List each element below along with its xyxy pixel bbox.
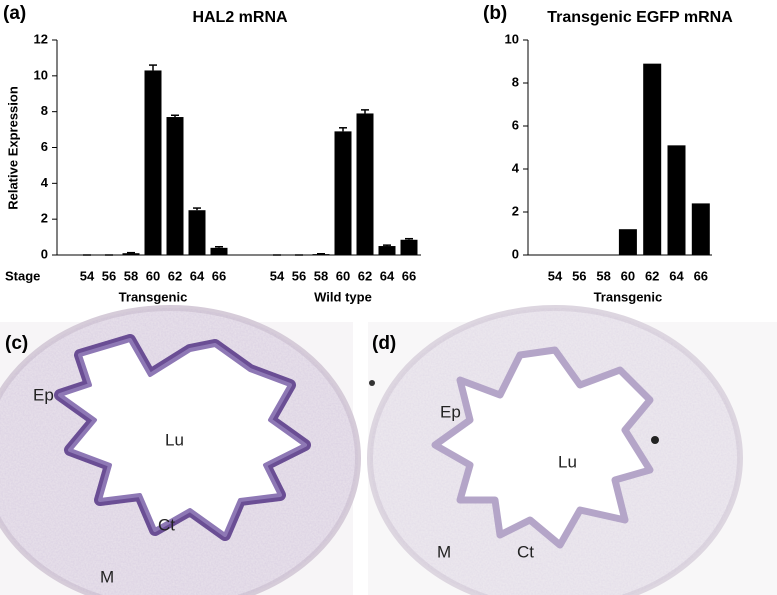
bar <box>188 210 206 255</box>
y-axis-label: Relative Expression <box>5 86 20 210</box>
y-tick-label: 4 <box>41 175 49 190</box>
y-tick-label: 0 <box>512 246 519 261</box>
group-label: Wild type <box>314 289 372 304</box>
region-label: Ct <box>158 515 175 534</box>
chart-title: Transgenic EGFP mRNA <box>547 9 733 26</box>
group-label: Transgenic <box>119 289 188 304</box>
y-tick-label: 2 <box>512 203 519 218</box>
x-tick-label: 54 <box>270 268 285 283</box>
region-label: M <box>437 542 451 561</box>
panel-label: (a) <box>3 3 26 24</box>
bar <box>210 247 228 255</box>
region-label: Lu <box>558 452 577 471</box>
x-tick-label: 66 <box>212 268 226 283</box>
x-tick-label: 66 <box>402 268 416 283</box>
y-tick-label: 10 <box>505 31 519 46</box>
x-tick-label: 64 <box>669 268 684 283</box>
micrograph-d <box>367 305 777 595</box>
x-tick-label: 60 <box>621 268 635 283</box>
x-tick-label: 62 <box>168 268 182 283</box>
region-label: Ep <box>33 385 54 404</box>
x-tick-label: 58 <box>124 268 138 283</box>
x-tick-label: 56 <box>102 268 116 283</box>
micrograph-c <box>0 305 361 595</box>
x-tick-label: 56 <box>292 268 306 283</box>
y-tick-label: 6 <box>41 139 48 154</box>
y-tick-label: 8 <box>41 103 48 118</box>
bar <box>378 246 396 255</box>
y-tick-label: 8 <box>512 74 519 89</box>
bar <box>643 63 662 256</box>
region-label: Lu <box>165 430 184 449</box>
region-label: Ep <box>440 402 461 421</box>
chart-title: HAL2 mRNA <box>192 9 288 26</box>
y-tick-label: 10 <box>34 67 48 82</box>
bar <box>691 203 710 255</box>
category-axis-label: Stage <box>5 268 40 283</box>
y-tick-label: 12 <box>34 31 48 46</box>
bar <box>312 254 330 255</box>
x-tick-label: 64 <box>380 268 395 283</box>
bar <box>356 113 374 255</box>
bar <box>334 131 352 255</box>
x-tick-label: 62 <box>645 268 659 283</box>
x-tick-label: 64 <box>190 268 205 283</box>
y-tick-label: 6 <box>512 117 519 132</box>
bar <box>618 229 637 255</box>
x-tick-label: 58 <box>314 268 328 283</box>
region-label: Ct <box>517 542 534 561</box>
y-tick-label: 0 <box>41 246 48 261</box>
x-tick-label: 56 <box>572 268 586 283</box>
panel-label: (b) <box>483 3 507 24</box>
bar <box>667 145 686 255</box>
x-tick-label: 54 <box>548 268 563 283</box>
x-tick-label: 60 <box>336 268 350 283</box>
bar <box>144 70 162 255</box>
y-tick-label: 4 <box>512 160 520 175</box>
group-label: Transgenic <box>594 289 663 304</box>
bar <box>122 253 140 255</box>
bar <box>400 239 418 255</box>
panel-label: (d) <box>372 333 396 354</box>
panel-label: (c) <box>5 333 28 354</box>
x-tick-label: 66 <box>694 268 708 283</box>
region-label: M <box>100 567 114 586</box>
bar <box>166 117 184 256</box>
y-tick-label: 2 <box>41 211 48 226</box>
x-tick-label: 58 <box>596 268 610 283</box>
x-tick-label: 54 <box>80 268 95 283</box>
x-tick-label: 62 <box>358 268 372 283</box>
x-tick-label: 60 <box>146 268 160 283</box>
